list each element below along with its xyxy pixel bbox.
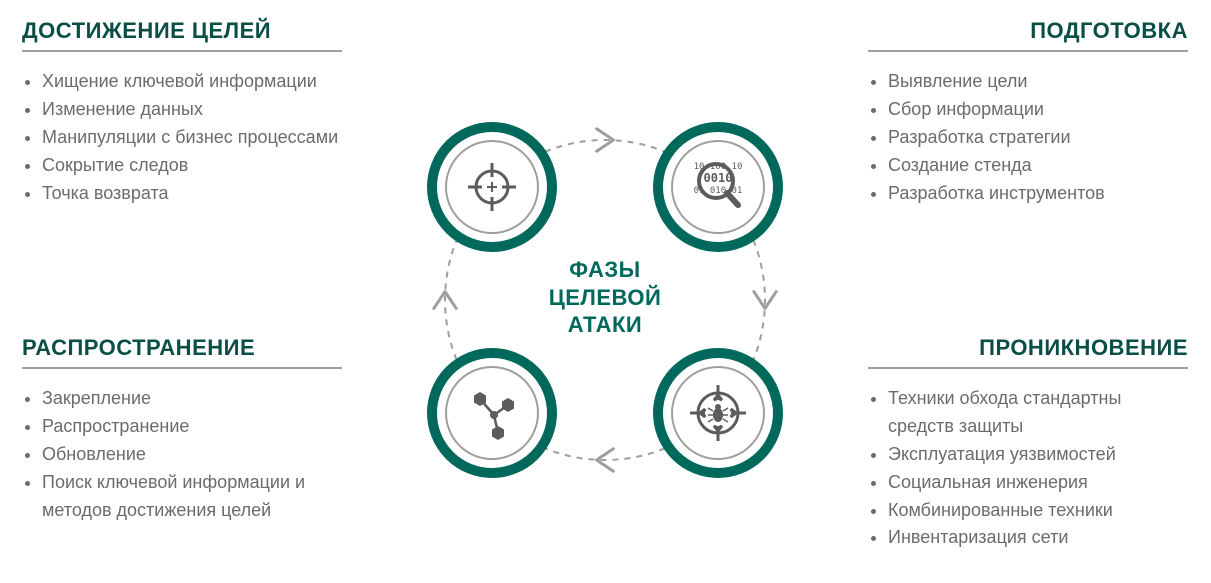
list-item: Сбор информации (888, 96, 1188, 124)
node-preparation: 10 100 10001001 010 01 (653, 122, 783, 252)
panel-goals-list: Хищение ключевой информацииИзменение дан… (22, 68, 342, 207)
panel-penetration-title: ПРОНИКНОВЕНИЕ (868, 335, 1188, 361)
node-penetration (653, 348, 783, 478)
list-item: Техники обхода стандартны средств защиты (888, 385, 1188, 441)
list-item: Разработка стратегии (888, 124, 1188, 152)
list-item: Эксплуатация уязвимостей (888, 441, 1188, 469)
list-item: Создание стенда (888, 152, 1188, 180)
list-item: Манипуляции с бизнес процессами (42, 124, 342, 152)
center-label: ФАЗЫ ЦЕЛЕВОЙ АТАКИ (495, 256, 715, 339)
center-line-1: ФАЗЫ (495, 256, 715, 284)
node-goals (427, 122, 557, 252)
list-item: Распространение (42, 413, 342, 441)
panel-goals: ДОСТИЖЕНИЕ ЦЕЛЕЙ Хищение ключевой информ… (22, 18, 342, 207)
panel-propagation: РАСПРОСТРАНЕНИЕ ЗакреплениеРаспространен… (22, 335, 342, 524)
list-item: Социальная инженерия (888, 469, 1188, 497)
list-item: Точка возврата (42, 180, 342, 208)
panel-goals-title: ДОСТИЖЕНИЕ ЦЕЛЕЙ (22, 18, 342, 44)
panel-preparation-title: ПОДГОТОВКА (868, 18, 1188, 44)
bug-target-icon (671, 366, 765, 460)
panel-propagation-title: РАСПРОСТРАНЕНИЕ (22, 335, 342, 361)
panel-goals-rule (22, 50, 342, 52)
list-item: Закрепление (42, 385, 342, 413)
list-item: Поиск ключевой информации и методов дост… (42, 469, 342, 525)
list-item: Обновление (42, 441, 342, 469)
panel-preparation-rule (868, 50, 1188, 52)
center-line-3: АТАКИ (495, 311, 715, 339)
list-item: Сокрытие следов (42, 152, 342, 180)
list-item: Инвентаризация сети (888, 524, 1188, 552)
list-item: Хищение ключевой информации (42, 68, 342, 96)
node-propagation (427, 348, 557, 478)
panel-preparation: ПОДГОТОВКА Выявление целиСбор информации… (868, 18, 1188, 207)
panel-penetration-list: Техники обхода стандартны средств защиты… (868, 385, 1188, 552)
list-item: Изменение данных (42, 96, 342, 124)
panel-penetration-rule (868, 367, 1188, 369)
list-item: Выявление цели (888, 68, 1188, 96)
binary-magnifier-icon: 10 100 10001001 010 01 (671, 140, 765, 234)
panel-propagation-rule (22, 367, 342, 369)
network-hex-icon (445, 366, 539, 460)
panel-propagation-list: ЗакреплениеРаспространениеОбновлениеПоис… (22, 385, 342, 524)
crosshair-icon (445, 140, 539, 234)
center-line-2: ЦЕЛЕВОЙ (495, 284, 715, 312)
list-item: Разработка инструментов (888, 180, 1188, 208)
panel-preparation-list: Выявление целиСбор информацииРазработка … (868, 68, 1188, 207)
list-item: Комбинированные техники (888, 497, 1188, 525)
panel-penetration: ПРОНИКНОВЕНИЕ Техники обхода стандартны … (868, 335, 1188, 552)
svg-text:0010: 0010 (704, 171, 733, 185)
